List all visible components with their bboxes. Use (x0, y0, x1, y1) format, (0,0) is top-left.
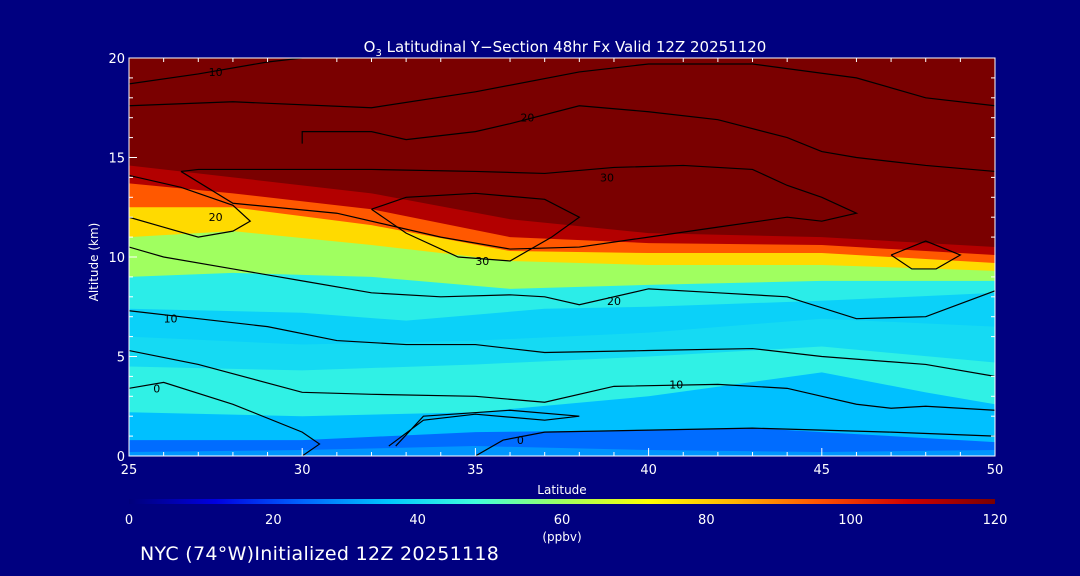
y-tick-label: 15 (108, 152, 125, 167)
colorbar-tick-label: 120 (983, 513, 1008, 528)
contour-label: 30 (600, 171, 614, 184)
contour-line (388, 409, 580, 447)
colorbar-ticks: 0 20 40 60 80 100 120 (125, 513, 1008, 528)
contour-line (371, 192, 581, 262)
x-tick-label: 50 (987, 463, 1004, 478)
y-tick-label: 20 (108, 52, 125, 67)
y-tick-label: 5 (117, 351, 125, 366)
colorbar-tick-label: 40 (409, 513, 426, 528)
contour-line (475, 427, 995, 456)
contour-line (890, 240, 962, 270)
x-tick-label: 45 (814, 463, 831, 478)
chart-title: O3 Latitudinal Y−Section 48hr Fx Valid 1… (364, 38, 767, 59)
colorbar-tick-label: 100 (838, 513, 863, 528)
contour-label: 10 (209, 66, 223, 79)
contour-lines: 10 20 20 30 30 20 10 10 0 0 (129, 58, 995, 456)
contour-label: 20 (607, 295, 621, 308)
init-info-footer: NYC (74°W)Initialized 12Z 20251118 (140, 543, 500, 565)
contour-line (301, 105, 995, 173)
contour-label: 20 (209, 211, 223, 224)
contour-line (129, 174, 252, 238)
colorbar-tick-label: 0 (125, 513, 133, 528)
ozone-band (129, 446, 995, 456)
x-axis-label: Latitude (537, 483, 586, 497)
x-tick-label: 30 (294, 463, 311, 478)
contour-line (129, 381, 321, 456)
x-tick-label: 25 (121, 463, 138, 478)
y-tick-label: 10 (108, 251, 125, 266)
contour-label: 0 (153, 382, 160, 395)
y-axis-label: Altitude (km) (87, 223, 101, 302)
contour-label: 30 (475, 255, 489, 268)
colorbar (129, 499, 995, 504)
contour-label: 0 (517, 434, 524, 447)
colorbar-tick-label: 20 (265, 513, 282, 528)
x-tick-label: 35 (467, 463, 484, 478)
contour-label: 10 (669, 378, 683, 391)
axes: 25 30 35 40 45 50 0 5 10 15 20 (108, 52, 1003, 478)
contour-line (129, 58, 303, 85)
x-tick-label: 40 (640, 463, 657, 478)
contour-line (180, 164, 859, 250)
contour-label: 20 (520, 112, 534, 125)
plot-area (129, 58, 995, 456)
y-tick-label: 0 (117, 450, 125, 465)
colorbar-tick-label: 80 (698, 513, 715, 528)
contour-line (129, 310, 995, 377)
colorbar-tick-label: 60 (554, 513, 571, 528)
contour-label: 10 (164, 313, 178, 326)
contour-line (129, 349, 995, 411)
contour-line (129, 63, 995, 109)
colorbar-label: (ppbv) (542, 530, 581, 544)
contour-line (129, 246, 995, 320)
